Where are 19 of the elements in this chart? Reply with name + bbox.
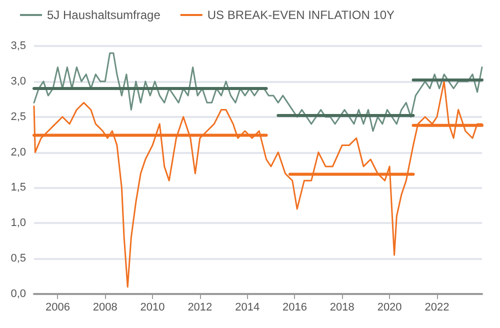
x-tick-label: 2010 [140,302,165,314]
legend-label: US BREAK-EVEN INFLATION 10Y [207,8,395,22]
y-tick-label: 1,0 [10,217,26,230]
y-tick-label: 0,5 [10,252,26,265]
legend-label: 5J Haushaltsumfrage [47,8,161,22]
y-tick-label: 2,5 [10,110,26,123]
x-tick-label: 2016 [282,302,307,314]
x-tick-label: 2006 [45,302,70,314]
x-tick-label: 2018 [330,302,354,314]
y-tick-label: 2,0 [10,146,26,158]
x-tick-label: 2008 [92,302,118,314]
y-tick-label: 3,0 [10,75,26,88]
x-tick-label: 2014 [235,302,260,314]
x-tick-label: 2020 [377,302,402,314]
y-tick-label: 0,0 [10,288,26,300]
y-tick-label: 1,5 [10,182,26,194]
x-tick-label: 2012 [188,302,212,314]
y-tick-label: 3,5 [10,40,26,52]
x-tick-label: 2022 [424,302,450,314]
